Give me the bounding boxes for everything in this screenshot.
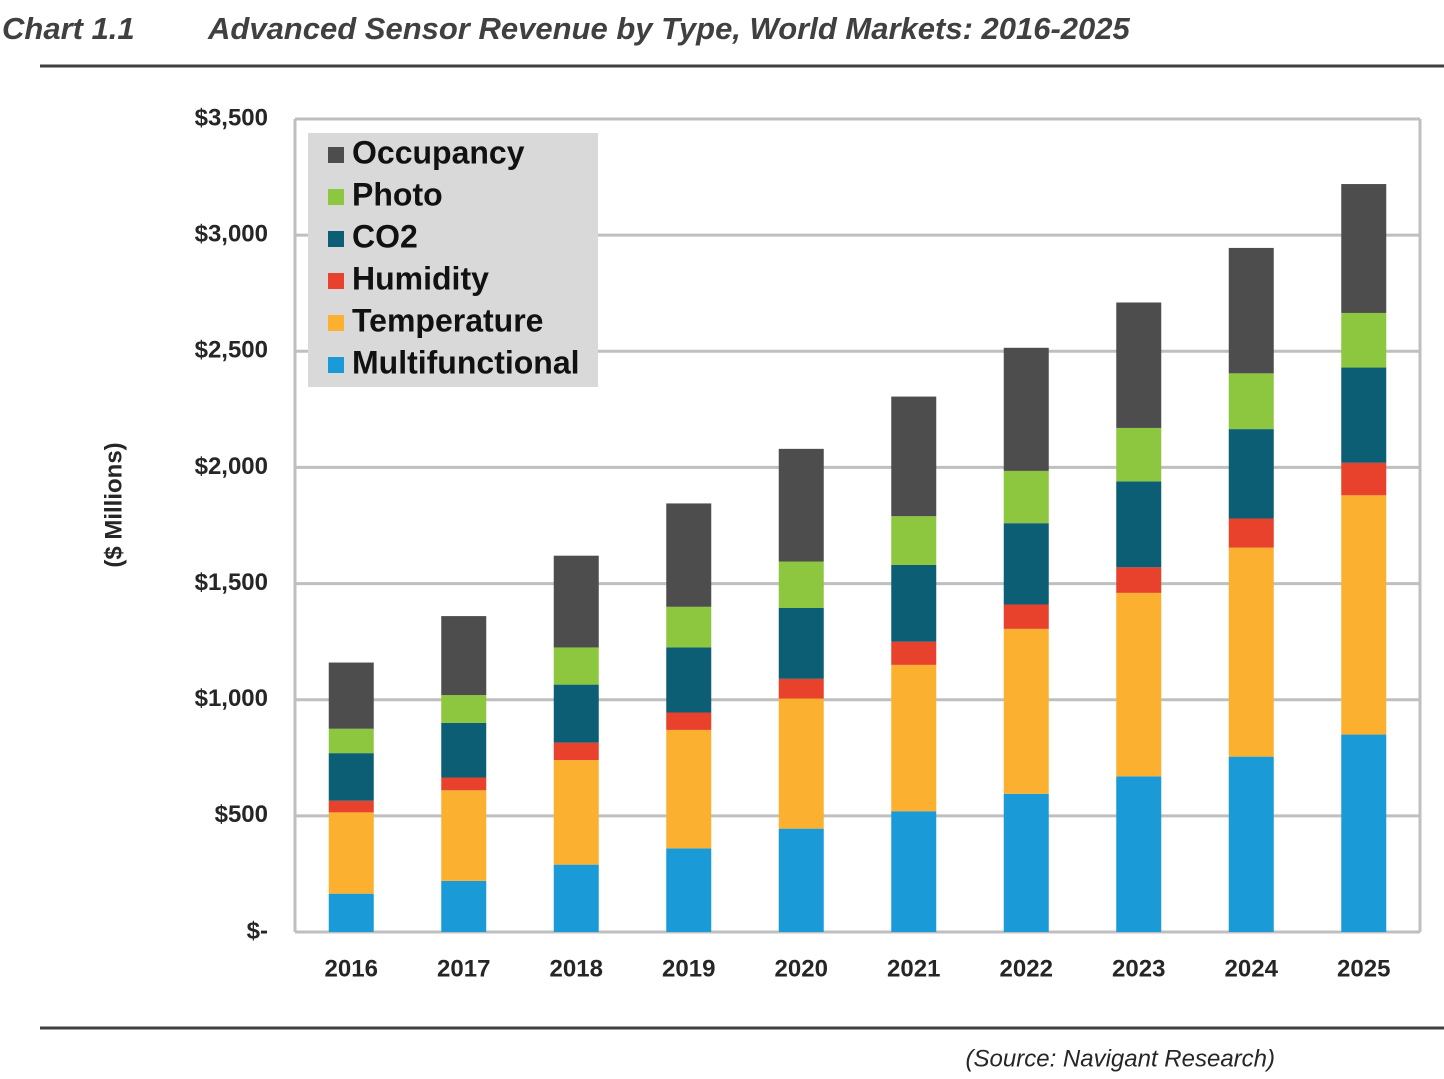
bar-segment: [891, 564, 937, 642]
y-tick-label: $-: [247, 917, 268, 944]
x-tick-label: 2020: [775, 955, 828, 982]
bar-segment: [1116, 427, 1162, 482]
bar-segment: [891, 641, 937, 665]
x-tick-label: 2017: [437, 955, 490, 982]
bar-segment: [1116, 302, 1162, 428]
bar-segment: [1003, 793, 1049, 932]
bar-segment: [1003, 523, 1049, 605]
bar-segment: [1116, 776, 1162, 932]
legend-swatch: [328, 273, 344, 289]
bar-segment: [666, 848, 712, 932]
bar-segment: [1228, 756, 1274, 932]
x-tick-label: 2023: [1112, 955, 1165, 982]
bar-segment: [328, 662, 374, 729]
bar-segment: [891, 664, 937, 812]
bar-segment: [553, 684, 599, 743]
bar-segment: [1228, 429, 1274, 519]
bar-segment: [1228, 547, 1274, 757]
legend-swatch: [328, 189, 344, 205]
bar-segment: [1003, 347, 1049, 471]
bar-segment: [441, 880, 487, 932]
y-tick-label: $1,500: [195, 569, 268, 596]
bar-segment: [1341, 495, 1387, 735]
bar-segment: [553, 555, 599, 648]
bar-segment: [891, 396, 937, 517]
legend-box: [308, 133, 598, 387]
legend-label: Photo: [352, 176, 443, 212]
bar-segment: [553, 647, 599, 685]
legend-label: Humidity: [352, 260, 489, 296]
bar-segment: [441, 695, 487, 723]
legend-label: CO2: [352, 218, 418, 254]
bar-segment: [778, 561, 824, 608]
y-tick-label: $2,000: [195, 453, 268, 480]
bar-segment: [1228, 247, 1274, 374]
bar-segment: [328, 753, 374, 801]
legend-label: Occupancy: [352, 134, 525, 170]
bar-segment: [666, 712, 712, 730]
y-tick-label: $2,500: [195, 337, 268, 364]
bar-segment: [1341, 367, 1387, 463]
bar-segment: [553, 864, 599, 932]
legend-label: Multifunctional: [352, 344, 580, 380]
bar-segment: [328, 800, 374, 813]
bar-segment: [666, 606, 712, 648]
bar-segment: [1116, 567, 1162, 593]
bar-segment: [328, 728, 374, 754]
source: (Source: Navigant Research): [966, 1045, 1275, 1072]
legend-label: Temperature: [352, 302, 543, 338]
bar-segment: [666, 729, 712, 849]
y-tick-label: $500: [215, 801, 268, 828]
chart-label: Chart 1.1: [2, 11, 135, 46]
x-tick-label: 2016: [325, 955, 378, 982]
bar-segment: [778, 607, 824, 679]
x-tick-label: 2018: [550, 955, 603, 982]
bar-segment: [1003, 470, 1049, 524]
bar-segment: [1228, 373, 1274, 430]
y-tick-label: $3,500: [195, 104, 268, 131]
y-axis-title: ($ Millions): [100, 442, 127, 567]
bar-segment: [1228, 518, 1274, 548]
bar-segment: [553, 760, 599, 865]
x-tick-label: 2024: [1225, 955, 1279, 982]
bar-segment: [1341, 734, 1387, 932]
bar-segment: [778, 448, 824, 562]
x-tick-label: 2022: [1000, 955, 1053, 982]
bar-segment: [1003, 604, 1049, 629]
bar-segment: [666, 503, 712, 607]
x-tick-label: 2019: [662, 955, 715, 982]
bar-segment: [778, 678, 824, 699]
bar-segment: [1116, 481, 1162, 568]
bar-segment: [1116, 592, 1162, 777]
bar-segment: [778, 698, 824, 829]
x-tick-label: 2021: [887, 955, 940, 982]
bar-segment: [328, 812, 374, 894]
legend-swatch: [328, 315, 344, 331]
y-tick-label: $3,000: [195, 220, 268, 247]
bar-segment: [891, 516, 937, 565]
bar-segment: [328, 893, 374, 932]
legend-swatch: [328, 231, 344, 247]
legend-swatch: [328, 147, 344, 163]
bar-segment: [1341, 312, 1387, 368]
bar-segment: [1341, 184, 1387, 313]
bar-segment: [1341, 462, 1387, 496]
legend-swatch: [328, 357, 344, 373]
bar-segment: [778, 828, 824, 932]
x-tick-label: 2025: [1337, 955, 1390, 982]
bar-segment: [553, 742, 599, 761]
bar-segment: [891, 811, 937, 932]
y-tick-label: $1,000: [195, 685, 268, 712]
bar-segment: [1003, 628, 1049, 794]
bar-segment: [441, 790, 487, 881]
bar-segment: [666, 647, 712, 713]
bar-segment: [441, 616, 487, 696]
bar-segment: [441, 722, 487, 778]
bar-segment: [441, 777, 487, 791]
chart-title: Advanced Sensor Revenue by Type, World M…: [207, 11, 1131, 46]
